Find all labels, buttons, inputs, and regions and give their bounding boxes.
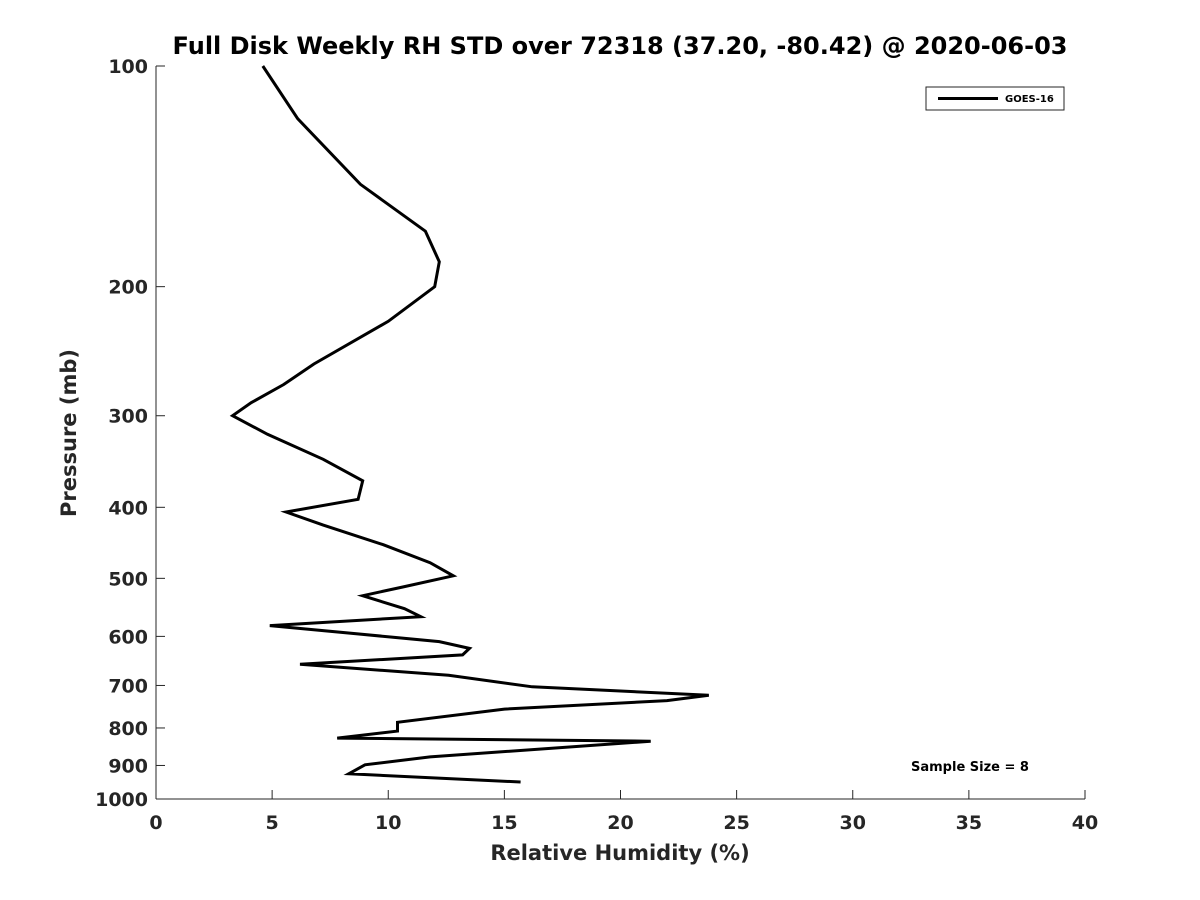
series-line-goes-16: [229, 65, 709, 784]
y-tick-label: 200: [108, 277, 148, 299]
legend: GOES-16: [925, 86, 1065, 111]
sample-size-annotation: Sample Size = 8: [911, 760, 1029, 775]
x-tick-label: 15: [491, 812, 517, 834]
x-tick-label: 40: [1072, 812, 1098, 834]
x-axis-ticks: 0 5 10 15 20 25 30 35 40: [149, 790, 1098, 834]
x-tick-label: 20: [607, 812, 633, 834]
x-tick-label: 30: [840, 812, 866, 834]
y-tick-label: 400: [108, 497, 148, 519]
legend-label-goes-16: GOES-16: [1005, 94, 1054, 105]
y-tick-label: 600: [108, 626, 148, 648]
y-tick-label: 100: [108, 56, 148, 78]
y-tick-label: 500: [108, 568, 148, 590]
y-tick-label: 700: [108, 675, 148, 697]
x-axis-label: Relative Humidity (%): [490, 841, 749, 865]
x-tick-label: 25: [723, 812, 749, 834]
chart-title: Full Disk Weekly RH STD over 72318 (37.2…: [173, 32, 1068, 60]
y-axis-ticks: 100 200 300 400 500 600 700 800 900 1000: [95, 56, 165, 811]
y-tick-label: 800: [108, 718, 148, 740]
series-layer: [229, 65, 709, 784]
y-tick-label: 1000: [95, 789, 148, 811]
x-tick-label: 0: [149, 812, 162, 834]
y-tick-label: 300: [108, 406, 148, 428]
x-tick-label: 10: [375, 812, 401, 834]
y-tick-label: 900: [108, 755, 148, 777]
x-tick-label: 35: [956, 812, 982, 834]
x-tick-label: 5: [266, 812, 279, 834]
y-axis-label: Pressure (mb): [57, 349, 81, 517]
